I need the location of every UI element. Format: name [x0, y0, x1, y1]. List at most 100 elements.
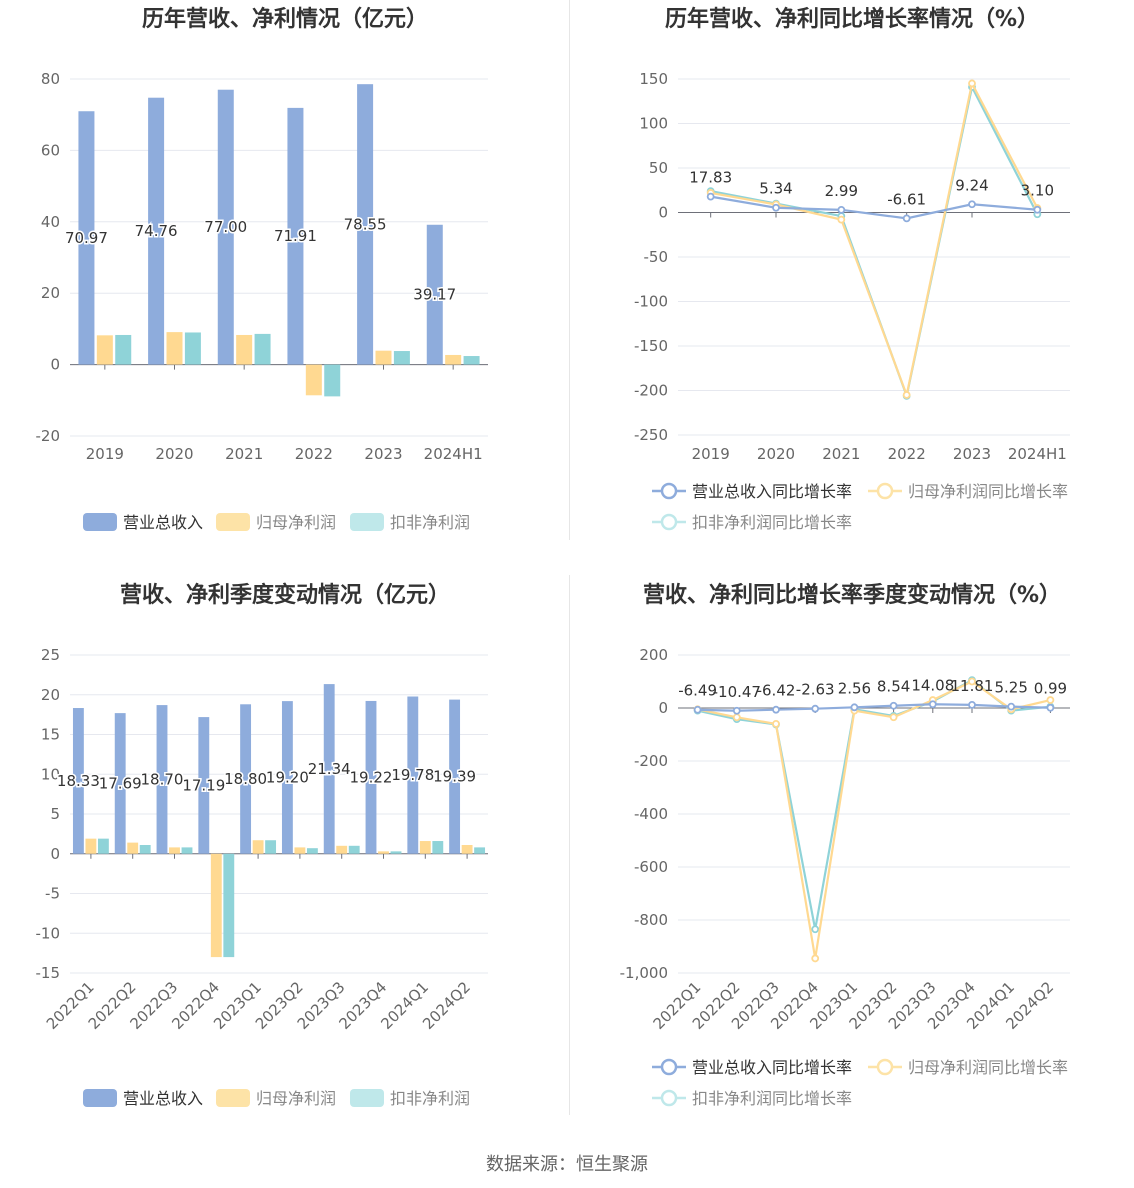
legend-swatch: [83, 513, 117, 531]
chart-svg: 营收、净利同比增长率季度变动情况（%） -1,000 -800 -600 -400 -20…: [620, 582, 1070, 1108]
x-tick-label: 2020: [757, 445, 795, 463]
y-tick-label: -50: [644, 248, 669, 266]
series-point: [811, 925, 820, 934]
bar-deducted-profit: [474, 847, 486, 854]
series-point: [772, 705, 780, 714]
legend-swatch: [350, 513, 384, 531]
legend-swatch: [216, 513, 250, 531]
annual-amount-chart: 历年营收、净利情况（亿元） -20 0 20 40 60 80 2019 2020 2021 202…: [0, 0, 570, 550]
y-tick-label: 50: [649, 159, 668, 177]
bar-net-profit: [294, 847, 306, 854]
bar-data-label: 19.22: [350, 768, 393, 786]
bar-revenue: [426, 224, 443, 365]
bar-deducted-profit: [115, 334, 132, 365]
bar-data-label: 19.39: [433, 768, 476, 786]
y-tick-label: 0: [658, 699, 668, 717]
line-data-label: 17.83: [689, 169, 732, 187]
x-tick-label: 2024H1: [424, 445, 483, 463]
series-point: [889, 713, 898, 722]
bar-deducted-profit: [184, 332, 201, 365]
bar-revenue: [72, 708, 84, 854]
y-tick-label: -600: [634, 858, 668, 876]
series-point: [968, 200, 976, 209]
legend-label: 营业总收入: [123, 513, 203, 532]
series-point: [772, 203, 780, 212]
series-point: [706, 192, 715, 201]
series-point: [968, 677, 976, 686]
bar-revenue: [156, 705, 168, 854]
bar-revenue: [365, 700, 377, 854]
legend-item: 扣非净利润: [350, 1089, 470, 1108]
legend-swatch: [216, 1089, 250, 1107]
legend-item: 营业总收入: [83, 513, 203, 532]
bar-data-label: 21.34: [308, 760, 351, 778]
y-tick-label: 150: [639, 70, 668, 88]
y-tick-label: 15: [41, 726, 60, 744]
line-data-label: -6.61: [887, 190, 926, 208]
x-tick-label: 2021: [225, 445, 263, 463]
series-point: [968, 79, 976, 88]
legend-label: 归母净利润: [256, 513, 336, 532]
series-point: [850, 703, 859, 712]
legend-label: 扣非净利润同比增长率: [692, 1089, 852, 1108]
bar-deducted-profit: [306, 848, 318, 854]
series-point: [902, 391, 911, 399]
chart-title: 历年营收、净利情况（亿元）: [142, 6, 428, 32]
y-tick-label: 5: [50, 805, 60, 823]
bar-net-profit: [85, 838, 97, 854]
y-tick-label: 10: [41, 765, 60, 783]
series-point: [732, 706, 741, 715]
bar-revenue: [78, 111, 95, 365]
bar-net-profit: [305, 364, 322, 396]
legend-swatch: [350, 1089, 384, 1107]
y-tick-label: 200: [639, 646, 668, 664]
series-line-net-profit: [710, 80, 1039, 399]
annual-growth-chart: 历年营收、净利同比增长率情况（%） -250 -200 -150 -100 -50 0 50 1…: [570, 0, 1134, 550]
y-tick-label: -10: [36, 924, 61, 942]
series-point: [902, 214, 911, 223]
bar-data-label: 78.55: [344, 215, 387, 233]
bar-net-profit: [166, 332, 183, 365]
y-tick-label: -15: [36, 964, 61, 982]
y-tick-label: -200: [634, 382, 668, 400]
legend-swatch-marker: [660, 1089, 678, 1107]
line-data-label: -2.63: [796, 681, 835, 699]
bar-net-profit: [461, 845, 473, 854]
series-point: [968, 700, 976, 709]
series-line-net-profit: [697, 680, 1051, 959]
line-data-label: 2.56: [838, 679, 871, 697]
x-tick-label: 2021: [822, 445, 860, 463]
vertical-divider-bottom: [569, 575, 570, 1115]
line-data-label: 8.54: [877, 678, 910, 696]
bar-net-profit: [210, 853, 222, 958]
series-point: [1046, 703, 1055, 712]
bar-data-label: 19.78: [391, 766, 434, 784]
line-data-label: 9.24: [955, 176, 988, 194]
line-data-label: 0.99: [1034, 680, 1067, 698]
x-tick-label: 2019: [86, 445, 124, 463]
y-tick-label: -1,000: [620, 964, 668, 982]
bar-deducted-profit: [223, 853, 235, 958]
legend-item: 归母净利润同比增长率: [868, 1058, 1068, 1077]
series-line-revenue: [710, 195, 1038, 220]
legend-item: 营业总收入同比增长率: [652, 1058, 852, 1077]
series-point: [1007, 702, 1016, 711]
legend-swatch-marker: [660, 513, 678, 531]
bar-revenue: [281, 701, 293, 854]
bar-data-label: 77.00: [204, 218, 247, 236]
y-tick-label: 20: [41, 284, 60, 302]
series-point: [811, 704, 820, 713]
y-tick-label: 40: [41, 213, 60, 231]
x-tick-label: 2023: [364, 445, 402, 463]
series-point: [1046, 696, 1055, 704]
bar-net-profit: [127, 842, 139, 854]
chart-title: 营收、净利季度变动情况（亿元）: [120, 582, 450, 608]
bar-revenue: [114, 713, 126, 854]
legend-swatch-marker: [660, 1058, 678, 1076]
bar-revenue: [357, 84, 374, 365]
legend-swatch: [83, 1089, 117, 1107]
chart-title: 营收、净利同比增长率季度变动情况（%）: [643, 582, 1061, 608]
bar-revenue: [287, 107, 304, 365]
line-data-label: 5.25: [994, 679, 1027, 697]
bar-deducted-profit: [139, 845, 151, 854]
